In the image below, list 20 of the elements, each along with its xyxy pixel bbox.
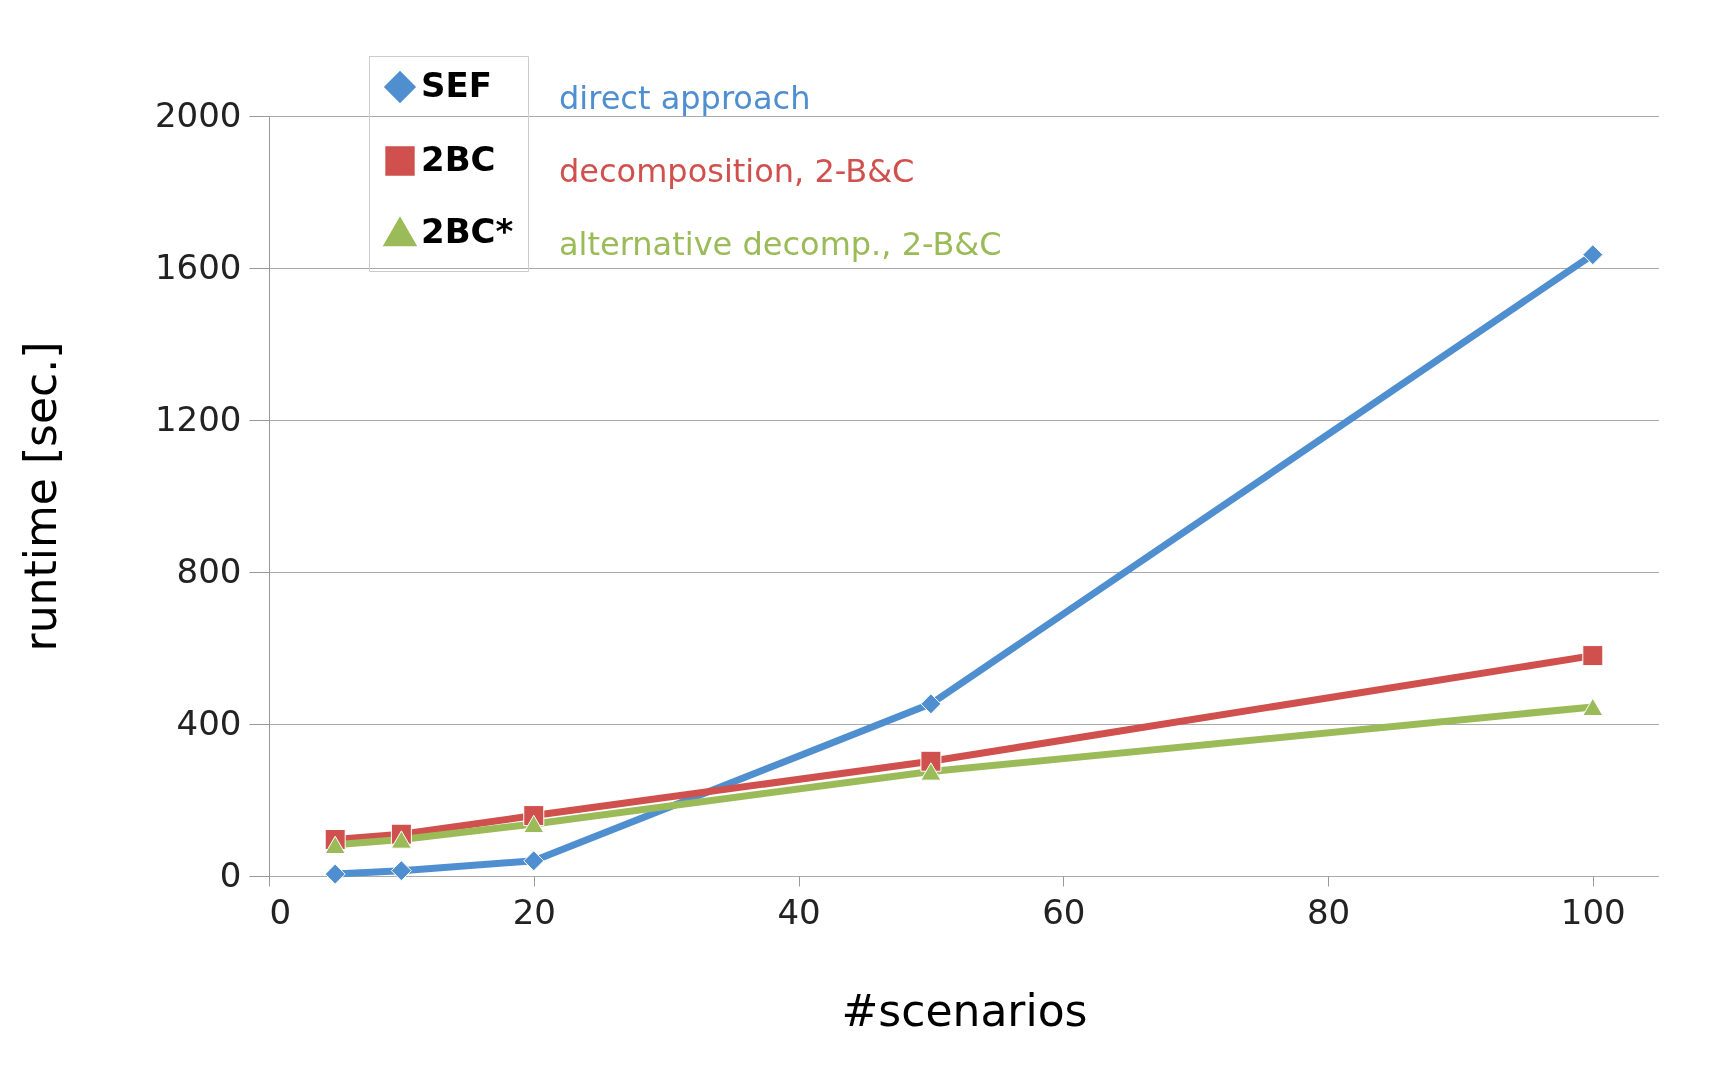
annotation: direct approach [559, 79, 811, 117]
y-tick-label: 1200 [154, 398, 242, 439]
y-tick-label: 800 [176, 550, 242, 591]
x-axis-title: #scenarios [841, 984, 1088, 1036]
x-tick-label: 20 [512, 891, 556, 932]
legend-label: 2BC [421, 139, 496, 179]
x-tick-label: 40 [777, 891, 821, 932]
y-tick-label: 2000 [154, 94, 242, 135]
x-tick-label: 0 [269, 891, 292, 932]
legend-label: SEF [421, 65, 492, 105]
x-tick-label: 60 [1042, 891, 1086, 932]
x-tick-label: 80 [1306, 891, 1351, 932]
x-tick-label: 100 [1560, 891, 1626, 932]
y-tick-label: 1600 [154, 246, 242, 287]
y-tick-label: 400 [176, 702, 242, 743]
annotation: alternative decomp., 2-B&C [559, 225, 1002, 263]
y-tick-label: 0 [219, 854, 242, 895]
legend-label: 2BC* [421, 211, 514, 251]
y-axis-title: runtime [sec.] [14, 341, 66, 652]
annotation: decomposition, 2-B&C [559, 152, 915, 190]
